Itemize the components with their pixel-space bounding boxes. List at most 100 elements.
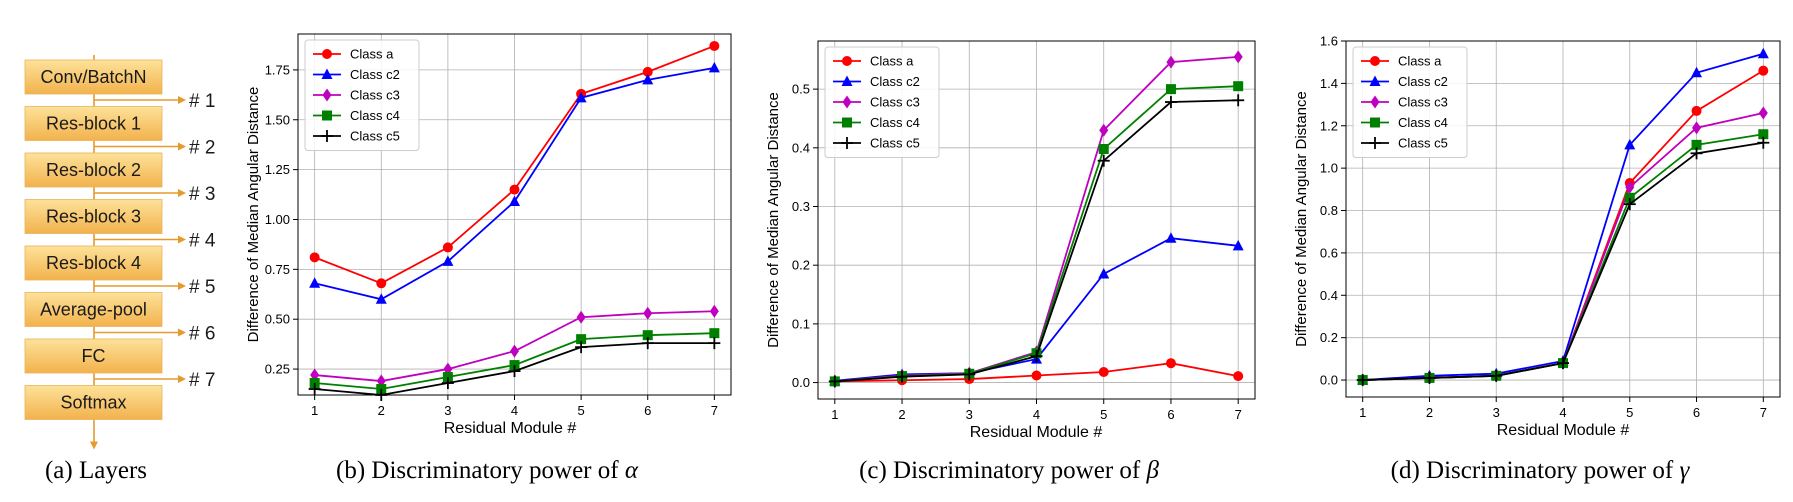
y-tick-label: 1.50 [265, 112, 290, 127]
marker-square [576, 334, 587, 345]
layer-label: Res-block 4 [46, 253, 141, 273]
marker-circle [442, 242, 453, 253]
marker-diamond [709, 304, 719, 318]
y-tick-label: 1.4 [1320, 76, 1338, 91]
marker-square [1233, 81, 1244, 92]
y-tick-label: 1.00 [265, 212, 290, 227]
x-tick-label: 1 [831, 407, 838, 422]
layer-label: Res-block 3 [46, 207, 141, 227]
marker-square [322, 110, 332, 121]
tap-arrowhead [178, 328, 186, 337]
layer-box [24, 245, 163, 281]
legend-label: Class a [870, 54, 914, 69]
layer-label: Average-pool [40, 300, 147, 320]
marker-circle [1098, 367, 1109, 378]
marker-triangle [1098, 267, 1110, 279]
tap-arrowhead [178, 375, 186, 383]
x-tick-label: 4 [1033, 407, 1040, 422]
y-tick-label: 0.25 [265, 362, 290, 377]
chart-caption: (c) Discriminatory power of β [859, 457, 1159, 484]
x-tick-label: 6 [1167, 407, 1174, 422]
marker-triangle [1232, 239, 1244, 251]
chart-caption: (b) Discriminatory power of α [336, 457, 639, 484]
caption-symbol: α [625, 457, 639, 484]
marker-triangle [375, 293, 387, 304]
y-tick-label: 0.4 [1320, 288, 1338, 303]
marker-triangle [642, 73, 654, 85]
marker-triangle [309, 277, 321, 288]
marker-diamond [1233, 50, 1243, 64]
y-tick-label: 0.6 [1320, 245, 1338, 260]
tap-label: # 6 [189, 324, 215, 345]
x-tick-label: 6 [644, 403, 651, 418]
x-tick-label: 2 [898, 407, 905, 422]
marker-circle [1691, 105, 1702, 116]
y-tick-label: 1.75 [265, 62, 290, 77]
y-tick-label: 1.6 [1320, 34, 1338, 49]
marker-diamond [1625, 180, 1635, 194]
layer-box [24, 292, 163, 327]
caption-text: (b) Discriminatory power of [336, 457, 625, 484]
caption-symbol: β [1145, 457, 1159, 484]
marker-circle [1370, 56, 1380, 66]
marker-square [709, 328, 720, 339]
marker-diamond [510, 344, 519, 358]
marker-diamond [1692, 121, 1702, 135]
tap-arrowhead [178, 235, 186, 244]
legend-label: Class a [350, 47, 394, 62]
marker-circle [1233, 371, 1244, 382]
legend-box [1352, 46, 1468, 158]
layer-box [24, 59, 163, 95]
y-tick-label: 0.50 [265, 312, 290, 327]
layer-label: Res-block 2 [46, 160, 141, 180]
legend: Class a Class c2 Class c3 Class c4 Class c5 [304, 39, 420, 151]
x-tick-label: 5 [577, 403, 584, 418]
tap-label: # 3 [189, 184, 215, 205]
tap-label: # 2 [189, 138, 215, 159]
chart-beta: 1 2 3 4 5 6 7 0.0 0.1 0.2 0.3 0.4 0.5 Residual Module… [765, 40, 1256, 484]
marker-diamond [643, 306, 653, 320]
marker-triangle [321, 68, 333, 79]
x-tick-label: 2 [1426, 405, 1433, 420]
chart-gamma: 1 2 3 4 5 6 7 0.0 0.2 0.4 0.6 0.8 1.0 1.2 1.4 1.6 Residu… [1293, 34, 1781, 484]
tap-arrowhead [178, 142, 186, 151]
caption-text: (d) Discriminatory power of [1391, 457, 1680, 484]
x-tick-label: 3 [966, 407, 973, 422]
x-tick-label: 5 [1100, 407, 1107, 422]
y-tick-label: 0.8 [1320, 203, 1338, 218]
x-tick-label: 6 [1693, 405, 1700, 420]
x-tick-label: 5 [1626, 405, 1633, 420]
y-tick-label: 0.4 [792, 140, 810, 155]
marker-triangle [841, 75, 853, 86]
layer-box [24, 385, 163, 420]
marker-triangle [442, 255, 454, 266]
marker-square [1098, 143, 1109, 154]
marker-circle [642, 66, 653, 77]
marker-circle [1758, 65, 1769, 76]
marker-circle [1165, 358, 1176, 369]
tap-label: # 4 [189, 231, 216, 252]
marker-square [1624, 192, 1635, 203]
legend: Class a Class c2 Class c3 Class c4 Class c5 [1352, 46, 1468, 158]
marker-diamond [1166, 55, 1176, 69]
x-tick-label: 7 [1760, 405, 1767, 420]
layer-box [24, 106, 163, 141]
layer-label: Softmax [60, 393, 126, 413]
tap-label: # 1 [189, 91, 215, 112]
y-axis-label: Difference of Median Angular Distance [765, 92, 782, 348]
chart-alpha: 1 2 3 4 5 6 7 0.25 0.50 0.75 1.00 1.25 1.50 1.75 Resid… [245, 33, 732, 484]
x-tick-label: 4 [1559, 405, 1566, 420]
marker-circle [376, 278, 387, 289]
y-tick-label: 0.75 [265, 262, 290, 277]
layer-box [24, 199, 163, 234]
x-axis-label: Residual Module # [970, 424, 1103, 441]
marker-diamond [842, 95, 852, 109]
tap-label: # 7 [189, 370, 215, 391]
x-tick-label: 7 [711, 403, 718, 418]
y-tick-label: 0.5 [792, 82, 810, 97]
marker-square [1691, 139, 1702, 150]
y-tick-label: 0.2 [792, 258, 810, 273]
caption-layers: (a) Layers [45, 457, 147, 484]
x-tick-label: 4 [511, 403, 518, 418]
marker-triangle [1757, 47, 1769, 59]
